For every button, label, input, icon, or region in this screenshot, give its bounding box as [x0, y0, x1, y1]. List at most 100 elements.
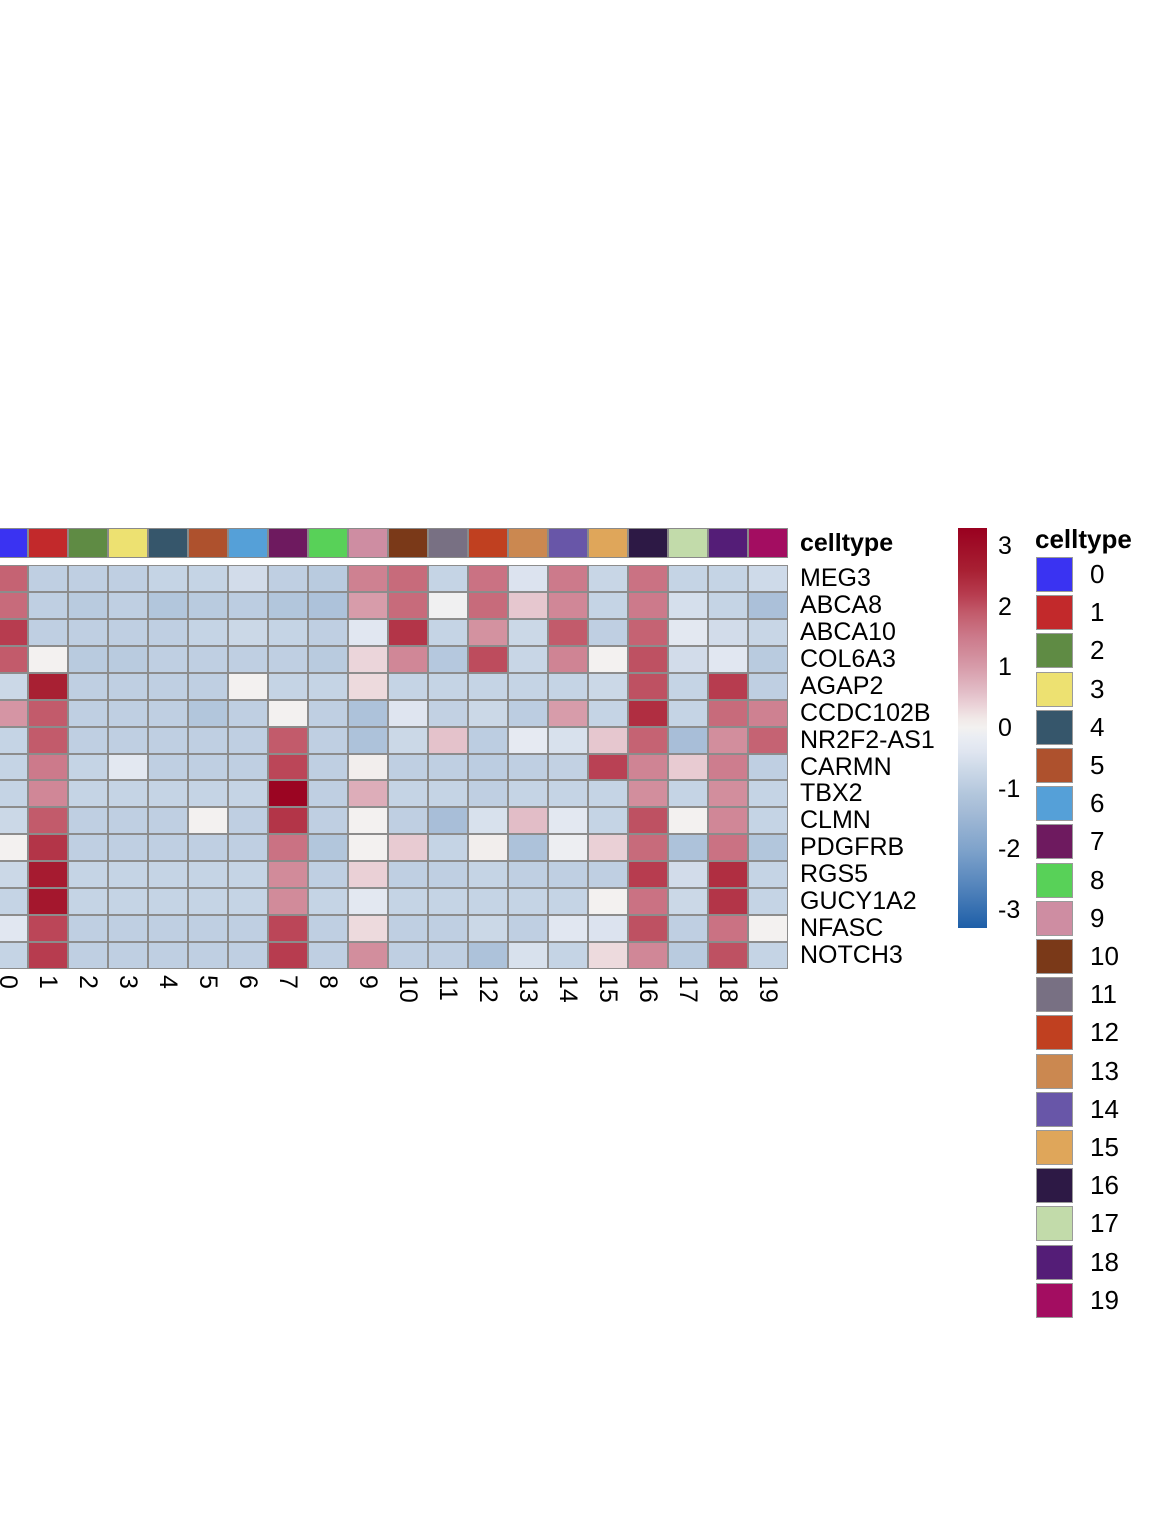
heatmap-cell	[0, 915, 28, 943]
heatmap-cell	[228, 834, 268, 862]
heatmap-cell	[508, 753, 548, 781]
heatmap-cell	[628, 888, 668, 916]
heatmap-cell	[748, 618, 788, 646]
heatmap-cell	[108, 565, 148, 592]
heatmap-cell	[548, 942, 588, 969]
annotation-cell-7	[268, 528, 308, 558]
heatmap-cell	[348, 565, 388, 592]
heatmap-cell	[268, 753, 308, 781]
heatmap-cell	[68, 645, 108, 673]
heatmap-cell	[468, 591, 508, 619]
heatmap-cell	[68, 726, 108, 754]
heatmap-cell	[388, 807, 428, 835]
heatmap-cell	[388, 726, 428, 754]
heatmap-cell	[428, 807, 468, 835]
heatmap-cell	[508, 915, 548, 943]
heatmap-cell	[108, 915, 148, 943]
heatmap-cell	[268, 942, 308, 969]
heatmap-cell	[28, 780, 68, 808]
heatmap-cell	[68, 861, 108, 889]
heatmap-cell	[348, 645, 388, 673]
legend-label: 4	[1090, 711, 1105, 742]
heatmap-cell	[748, 780, 788, 808]
heatmap-cell	[188, 726, 228, 754]
heatmap-cell	[588, 780, 628, 808]
heatmap-cell	[748, 915, 788, 943]
heatmap-cell	[148, 753, 188, 781]
heatmap-cell	[668, 726, 708, 754]
heatmap-cell	[508, 807, 548, 835]
heatmap-cell	[188, 861, 228, 889]
heatmap-cell	[348, 861, 388, 889]
heatmap-cell	[0, 861, 28, 889]
heatmap-cell	[268, 780, 308, 808]
heatmap-cell	[628, 753, 668, 781]
heatmap-cell	[68, 888, 108, 916]
heatmap-cell	[628, 672, 668, 700]
heatmap-cell	[68, 591, 108, 619]
heatmap-cell	[548, 861, 588, 889]
legend-swatch-10	[1036, 939, 1073, 974]
heatmap-cell	[308, 780, 348, 808]
heatmap-cell	[68, 915, 108, 943]
annotation-cell-15	[588, 528, 628, 558]
heatmap-cell	[348, 618, 388, 646]
heatmap-cell	[148, 699, 188, 727]
heatmap-cell	[308, 807, 348, 835]
heatmap-cell	[428, 834, 468, 862]
heatmap-cell	[148, 942, 188, 969]
gene-label: AGAP2	[800, 671, 884, 700]
heatmap-cell	[468, 915, 508, 943]
heatmap-cell	[0, 942, 28, 969]
heatmap-cell	[708, 834, 748, 862]
gene-label: ABCA10	[800, 617, 896, 646]
legend-swatch-2	[1036, 633, 1073, 669]
heatmap-cell	[188, 699, 228, 727]
heatmap-cell	[748, 645, 788, 673]
legend-swatch-7	[1036, 824, 1073, 860]
legend-swatch-17	[1036, 1206, 1073, 1242]
heatmap-cell	[548, 726, 588, 754]
heatmap-cell	[508, 834, 548, 862]
heatmap-cell	[108, 753, 148, 781]
annotation-cell-4	[148, 528, 188, 558]
heatmap-cell	[548, 807, 588, 835]
heatmap-cell	[668, 618, 708, 646]
column-label: 16	[634, 975, 662, 1003]
heatmap-cell	[0, 699, 28, 727]
heatmap-cell	[708, 807, 748, 835]
annotation-cell-2	[68, 528, 108, 558]
heatmap-cell	[548, 565, 588, 592]
colorbar-tick-label: -3	[998, 895, 1021, 924]
heatmap-cell	[468, 618, 508, 646]
heatmap-cell	[348, 753, 388, 781]
heatmap-cell	[388, 753, 428, 781]
value-colorbar	[958, 528, 987, 928]
heatmap-cell	[308, 861, 348, 889]
heatmap-cell	[588, 645, 628, 673]
heatmap-cell	[228, 726, 268, 754]
heatmap-cell	[588, 915, 628, 943]
heatmap-cell	[428, 699, 468, 727]
gene-label: CLMN	[800, 806, 871, 835]
heatmap-cell	[68, 807, 108, 835]
heatmap-cell	[188, 672, 228, 700]
heatmap-cell	[188, 807, 228, 835]
heatmap-cell	[228, 591, 268, 619]
heatmap-cell	[348, 672, 388, 700]
heatmap-cell	[28, 861, 68, 889]
heatmap-cell	[108, 888, 148, 916]
heatmap-cell	[348, 888, 388, 916]
heatmap-cell	[108, 591, 148, 619]
heatmap-cell	[548, 834, 588, 862]
heatmap-cell	[548, 780, 588, 808]
heatmap-cell	[708, 591, 748, 619]
heatmap-cell	[268, 591, 308, 619]
heatmap-cell	[28, 807, 68, 835]
heatmap-cell	[588, 618, 628, 646]
heatmap-cell	[628, 645, 668, 673]
legend-swatch-15	[1036, 1130, 1073, 1165]
heatmap-cell	[588, 591, 628, 619]
heatmap-cell	[188, 834, 228, 862]
heatmap-cell	[308, 888, 348, 916]
